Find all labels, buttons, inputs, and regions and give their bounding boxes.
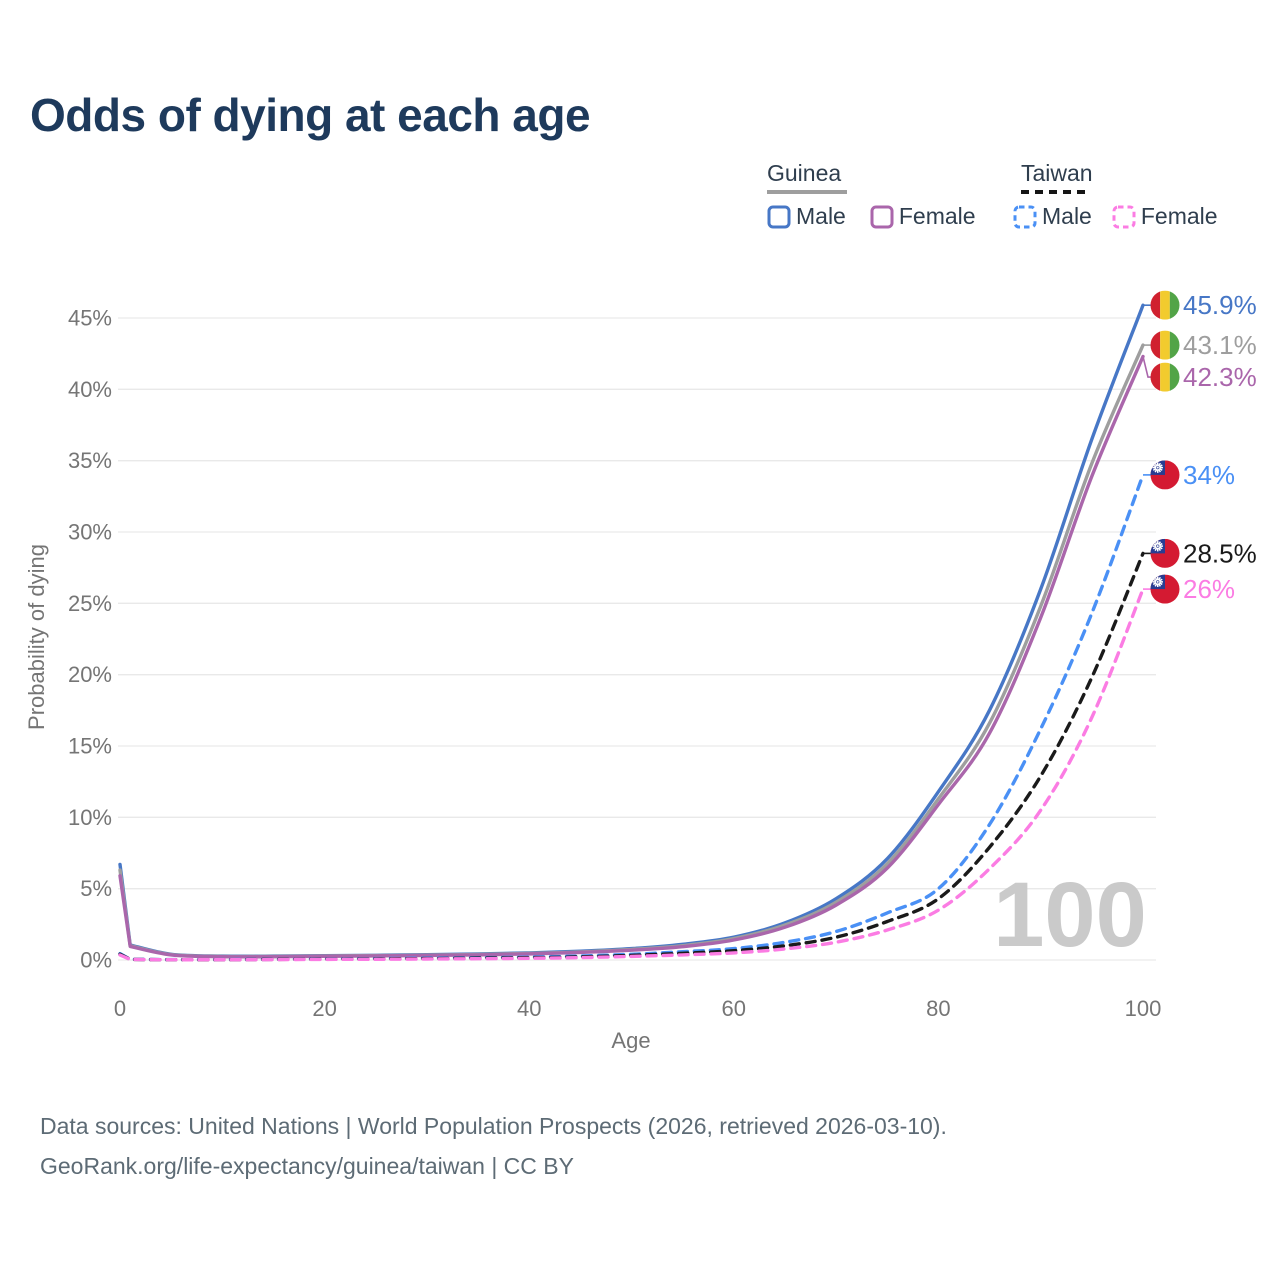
end-label-taiwan-female: 26% bbox=[1143, 574, 1235, 604]
flag-icon-guinea bbox=[1150, 330, 1180, 360]
end-label-guinea-female: 42.3% bbox=[1142, 356, 1257, 392]
legend-underline-guinea-solid bbox=[767, 190, 847, 194]
end-label-connector bbox=[1142, 356, 1152, 378]
legend-item-label: Female bbox=[1140, 203, 1218, 229]
checkbox-dashed-blue-icon[interactable] bbox=[1013, 205, 1037, 229]
legend-underline-taiwan-dashed bbox=[1021, 190, 1089, 194]
series-line-guinea-male[interactable] bbox=[118, 303, 1145, 958]
end-label-taiwan-male: 34% bbox=[1143, 460, 1235, 490]
y-tick-label: 25% bbox=[68, 591, 112, 616]
legend-item-taiwan-female[interactable]: Female bbox=[1112, 203, 1218, 230]
y-axis-title: Probability of dying bbox=[24, 544, 49, 730]
end-label-taiwan-both-sexes: 28.5% bbox=[1143, 538, 1257, 568]
y-tick-label: 20% bbox=[68, 662, 112, 687]
x-tick-label: 40 bbox=[517, 996, 541, 1021]
end-label-value: 43.1% bbox=[1183, 330, 1257, 360]
flag-icon-taiwan bbox=[1150, 538, 1180, 568]
series-line-taiwan-male[interactable] bbox=[118, 473, 1145, 962]
end-label-guinea-male: 45.9% bbox=[1143, 290, 1257, 320]
end-label-guinea-both-sexes: 43.1% bbox=[1143, 330, 1257, 360]
y-tick-label: 10% bbox=[68, 805, 112, 830]
footer-sources-line: Data sources: United Nations | World Pop… bbox=[40, 1113, 947, 1139]
legend-item-guinea-male[interactable]: Male bbox=[767, 203, 846, 230]
legend-items-guinea: Male Female bbox=[767, 203, 1000, 230]
x-axis-title: Age bbox=[611, 1028, 650, 1053]
flag-icon-taiwan bbox=[1150, 574, 1180, 604]
checkbox-solid-purple-icon[interactable] bbox=[870, 205, 894, 229]
y-tick-label: 45% bbox=[68, 305, 112, 330]
legend-items-taiwan: Male Female bbox=[1013, 203, 1242, 230]
legend-item-guinea-female[interactable]: Female bbox=[870, 203, 976, 230]
age-watermark: 100 bbox=[993, 864, 1147, 966]
flag-icon-guinea bbox=[1150, 362, 1180, 392]
series-line-taiwan-female[interactable] bbox=[118, 587, 1145, 962]
end-label-value: 45.9% bbox=[1183, 290, 1257, 320]
y-tick-label: 35% bbox=[68, 448, 112, 473]
y-tick-label: 5% bbox=[80, 876, 112, 901]
end-label-value: 34% bbox=[1183, 460, 1235, 490]
x-tick-label: 60 bbox=[722, 996, 746, 1021]
series-line-guinea-both-sexes[interactable] bbox=[118, 343, 1145, 959]
flag-icon-taiwan bbox=[1150, 460, 1180, 490]
x-tick-label: 0 bbox=[114, 996, 126, 1021]
end-label-value: 42.3% bbox=[1183, 362, 1257, 392]
x-tick-label: 100 bbox=[1125, 996, 1162, 1021]
checkbox-solid-blue-icon[interactable] bbox=[767, 205, 791, 229]
y-tick-label: 0% bbox=[80, 948, 112, 973]
x-tick-label: 20 bbox=[312, 996, 336, 1021]
legend-group-title-taiwan: Taiwan bbox=[1021, 160, 1093, 186]
y-tick-label: 30% bbox=[68, 519, 112, 544]
legend-item-label: Male bbox=[1042, 203, 1092, 229]
flag-icon-guinea bbox=[1150, 290, 1180, 320]
legend-item-taiwan-male[interactable]: Male bbox=[1013, 203, 1092, 230]
checkbox-dashed-pink-icon[interactable] bbox=[1112, 205, 1136, 229]
x-tick-label: 80 bbox=[926, 996, 950, 1021]
page-title: Odds of dying at each age bbox=[30, 89, 591, 141]
legend-item-label: Female bbox=[898, 203, 976, 229]
y-tick-label: 15% bbox=[68, 733, 112, 758]
series-line-guinea-female[interactable] bbox=[118, 354, 1145, 959]
legend-item-label: Male bbox=[796, 203, 846, 229]
legend-group-title-guinea: Guinea bbox=[767, 160, 842, 186]
end-label-value: 28.5% bbox=[1183, 538, 1257, 568]
end-label-value: 26% bbox=[1183, 574, 1235, 604]
series-line-taiwan-both-sexes[interactable] bbox=[118, 551, 1145, 962]
footer-attribution-line: GeoRank.org/life-expectancy/guinea/taiwa… bbox=[40, 1153, 574, 1179]
footer: Data sources: United Nations | World Pop… bbox=[40, 1106, 947, 1186]
y-tick-label: 40% bbox=[68, 377, 112, 402]
